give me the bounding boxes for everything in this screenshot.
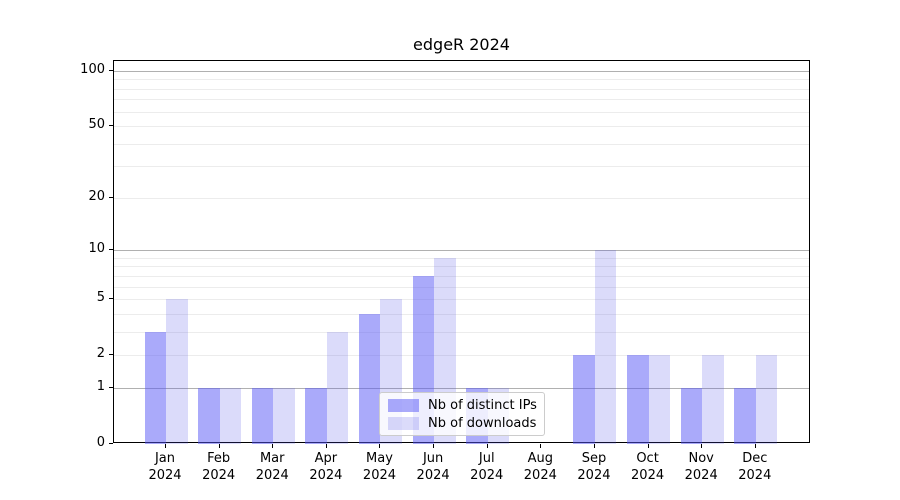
x-tick-label: Dec 2024 <box>738 451 772 483</box>
x-tick-label: Jun 2024 <box>416 451 450 483</box>
bar-distinct-ips-apr <box>305 387 327 444</box>
bar-downloads-feb <box>219 387 242 444</box>
gridline-minor <box>114 197 809 199</box>
y-tick-label: 10 <box>88 241 105 257</box>
legend-item-distinct-ips: Nb of distinct IPs <box>388 397 537 413</box>
plot-area <box>113 60 810 444</box>
x-axis-tick <box>325 444 327 448</box>
legend-label-distinct-ips: Nb of distinct IPs <box>428 397 537 413</box>
chart-title: edgeR 2024 <box>413 35 510 54</box>
gridline-minor <box>114 355 809 357</box>
x-axis-tick <box>593 444 595 448</box>
y-axis-tick <box>109 196 113 198</box>
gridline-minor <box>114 143 809 145</box>
y-tick-label: 0 <box>96 435 105 450</box>
x-axis-tick <box>486 444 488 448</box>
bar-distinct-ips-mar <box>251 387 274 444</box>
y-tick-label: 1 <box>96 378 105 394</box>
bar-downloads-sep <box>594 250 617 444</box>
x-tick-label: Oct 2024 <box>631 451 665 483</box>
x-tick-label: Apr 2024 <box>309 451 343 483</box>
x-tick-label: Mar 2024 <box>255 451 289 483</box>
bar-downloads-dec <box>755 355 778 444</box>
legend-label-downloads: Nb of downloads <box>428 415 537 431</box>
y-tick-label: 2 <box>96 346 105 362</box>
y-axis-tick <box>109 70 113 71</box>
bar-downloads-nov <box>702 355 724 444</box>
bar-downloads-oct <box>648 355 671 444</box>
gridline-minor <box>114 331 809 333</box>
y-axis-tick <box>109 125 113 127</box>
x-tick-label: May 2024 <box>362 451 397 483</box>
bar-distinct-ips-sep <box>573 355 595 444</box>
x-tick-label: Jan 2024 <box>148 451 182 483</box>
bar-distinct-ips-nov <box>680 387 703 444</box>
legend-item-downloads: Nb of downloads <box>388 416 536 431</box>
x-tick-label: Sep 2024 <box>577 451 611 483</box>
y-axis-tick <box>109 386 113 388</box>
x-axis-tick <box>647 444 649 448</box>
gridline-minor <box>114 126 809 128</box>
gridline-minor <box>114 299 809 301</box>
legend-swatch-downloads <box>388 416 419 430</box>
gridline-minor <box>114 88 809 90</box>
gridline-major <box>114 250 809 252</box>
bar-downloads-mar <box>273 387 295 444</box>
gridline-minor <box>114 266 809 268</box>
x-tick-label: Aug 2024 <box>523 451 557 483</box>
gridline-major <box>114 71 809 72</box>
gridline-minor <box>114 313 809 315</box>
x-tick-label: Feb 2024 <box>202 451 236 483</box>
y-axis-tick <box>109 354 113 356</box>
x-tick-label: Nov 2024 <box>684 451 718 483</box>
gridline-minor <box>114 79 809 81</box>
y-axis-tick <box>109 249 113 251</box>
gridline-minor <box>114 275 809 277</box>
bar-downloads-apr <box>326 331 349 444</box>
y-tick-label: 5 <box>96 290 105 306</box>
x-axis-tick <box>540 444 542 448</box>
y-tick-label: 50 <box>88 117 105 133</box>
gridline-minor <box>114 286 809 288</box>
x-axis-tick <box>165 444 166 448</box>
legend: Nb of distinct IPs Nb of downloads <box>379 392 545 436</box>
gridline-minor <box>114 111 809 113</box>
y-tick-label: 100 <box>80 62 105 77</box>
y-axis-tick <box>109 298 113 300</box>
x-tick-label: Jul 2024 <box>470 451 504 483</box>
gridline-minor <box>114 257 809 259</box>
x-axis-tick <box>218 444 220 448</box>
x-axis-tick <box>433 444 435 448</box>
x-axis-tick <box>754 444 756 448</box>
bar-distinct-ips-jan <box>144 331 166 444</box>
bar-distinct-ips-feb <box>198 387 220 444</box>
gridline-major <box>114 387 809 389</box>
y-tick-label: 20 <box>88 188 105 204</box>
gridline-minor <box>114 99 809 101</box>
x-axis-tick <box>701 444 703 448</box>
x-axis-tick <box>379 444 381 448</box>
bar-distinct-ips-oct <box>627 355 649 444</box>
bar-distinct-ips-may <box>358 313 381 444</box>
legend-swatch-distinct-ips <box>388 398 419 412</box>
x-axis-tick <box>272 444 274 448</box>
y-axis-tick <box>109 443 113 444</box>
gridline-minor <box>114 166 809 168</box>
bar-downloads-jan <box>166 299 188 444</box>
bar-distinct-ips-dec <box>734 387 756 444</box>
